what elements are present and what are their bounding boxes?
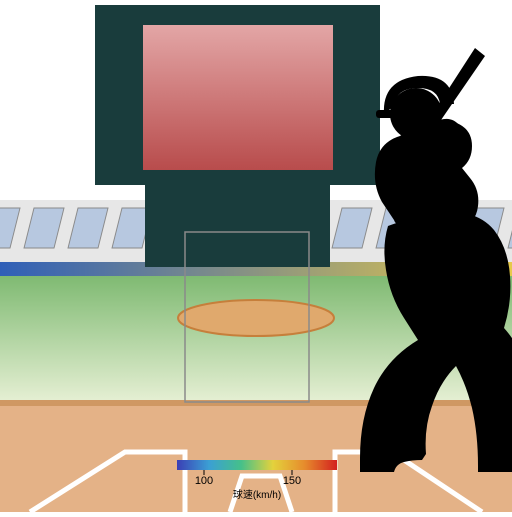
legend-axis-label: 球速(km/h): [233, 488, 281, 501]
legend-bar: [177, 460, 337, 470]
scoreboard-base: [145, 185, 330, 267]
pitchers-mound: [178, 300, 334, 336]
legend-tick-label: 100: [195, 475, 213, 487]
legend-tick-label: 150: [283, 475, 301, 487]
scoreboard-screen: [143, 25, 333, 170]
